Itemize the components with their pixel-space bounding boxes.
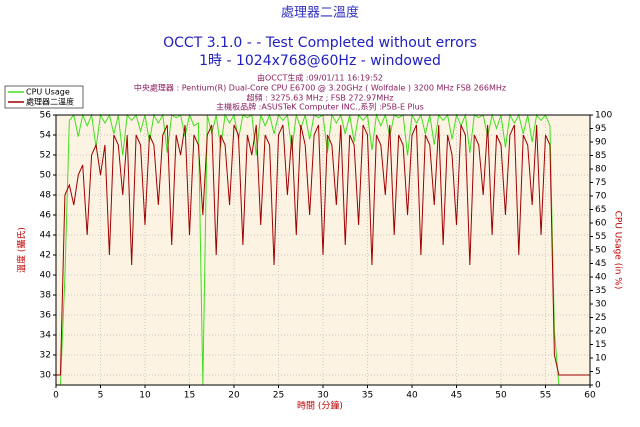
y2-tick-label: 60 <box>595 219 607 229</box>
y2-tick-label: 25 <box>595 313 606 323</box>
y2-tick-label: 100 <box>595 111 612 121</box>
y2-tick-label: 35 <box>595 286 606 296</box>
y-tick-label: 48 <box>40 191 52 201</box>
subtitle: OCCT 3.1.0 - - Test Completed without er… <box>163 35 477 51</box>
plot-border <box>55 114 591 386</box>
y2-tick-label: 55 <box>595 232 606 242</box>
x-tick-label: 20 <box>228 391 240 401</box>
x-tick-label: 45 <box>451 391 462 401</box>
x-tick-label: 55 <box>540 391 551 401</box>
y2-tick-label: 0 <box>595 381 601 391</box>
x-tick-label: 0 <box>53 391 59 401</box>
y2-tick-label: 70 <box>595 192 607 202</box>
y-tick-label: 30 <box>40 371 52 381</box>
y-tick-label: 44 <box>40 231 52 241</box>
x-tick-label: 10 <box>139 391 151 401</box>
x-tick-label: 30 <box>317 391 329 401</box>
y2-tick-label: 10 <box>595 354 607 364</box>
y2-tick-label: 30 <box>595 300 607 310</box>
y2-tick-label: 5 <box>595 367 601 377</box>
legend-label: CPU Usage <box>26 88 70 97</box>
x-tick-label: 25 <box>273 391 284 401</box>
y2-tick-label: 45 <box>595 259 606 269</box>
x-axis-label: 時間 (分鐘) <box>297 400 343 412</box>
series-line <box>56 124 590 376</box>
y2-tick-label: 50 <box>595 246 607 256</box>
y-tick-label: 52 <box>40 151 51 161</box>
info: 超頻 : 3275.63 MHz ; FSB 272.97MHz <box>247 93 394 103</box>
y-tick-label: 32 <box>40 351 51 361</box>
x-tick-label: 40 <box>406 391 418 401</box>
x-tick-label: 35 <box>362 391 373 401</box>
x-tick-label: 60 <box>584 391 596 401</box>
y2-tick-label: 40 <box>595 273 607 283</box>
info: 中央處理器 : Pentium(R) Dual-Core CPU E6700 @… <box>134 83 506 93</box>
y-axis-label: 溫度 (攝氏) <box>16 227 28 273</box>
y-tick-label: 34 <box>40 331 52 341</box>
x-tick-label: 50 <box>495 391 507 401</box>
info: 由OCCT生成 :09/01/11 16:19:52 <box>257 73 383 83</box>
y2-tick-label: 85 <box>595 151 606 161</box>
y2-tick-label: 20 <box>595 327 607 337</box>
info: 主機板品牌 :ASUSTeK Computer INC.,系列 :P5B-E P… <box>216 102 424 112</box>
x-tick-label: 15 <box>184 391 195 401</box>
legend-box <box>4 85 84 109</box>
y-tick-label: 42 <box>40 251 51 261</box>
y-tick-label: 38 <box>40 291 52 301</box>
y-tick-label: 40 <box>40 271 52 281</box>
chart-title: 處理器二溫度 <box>281 5 359 21</box>
y-tick-label: 46 <box>40 211 52 221</box>
y-tick-label: 36 <box>40 311 52 321</box>
y2-axis-label: CPU Usage (in %) <box>613 211 623 290</box>
y2-tick-label: 75 <box>595 178 606 188</box>
y2-tick-label: 90 <box>595 138 607 148</box>
y-tick-label: 56 <box>40 111 52 121</box>
subtitle: 1時 - 1024x768@60Hz - windowed <box>199 53 441 69</box>
y-tick-label: 50 <box>40 171 52 181</box>
y2-tick-label: 95 <box>595 124 606 134</box>
y-tick-label: 54 <box>40 131 52 141</box>
y2-tick-label: 80 <box>595 165 607 175</box>
x-tick-label: 5 <box>98 391 104 401</box>
y2-tick-label: 15 <box>595 340 606 350</box>
y2-tick-label: 65 <box>595 205 606 215</box>
legend-label: 處理器二溫度 <box>26 97 74 107</box>
